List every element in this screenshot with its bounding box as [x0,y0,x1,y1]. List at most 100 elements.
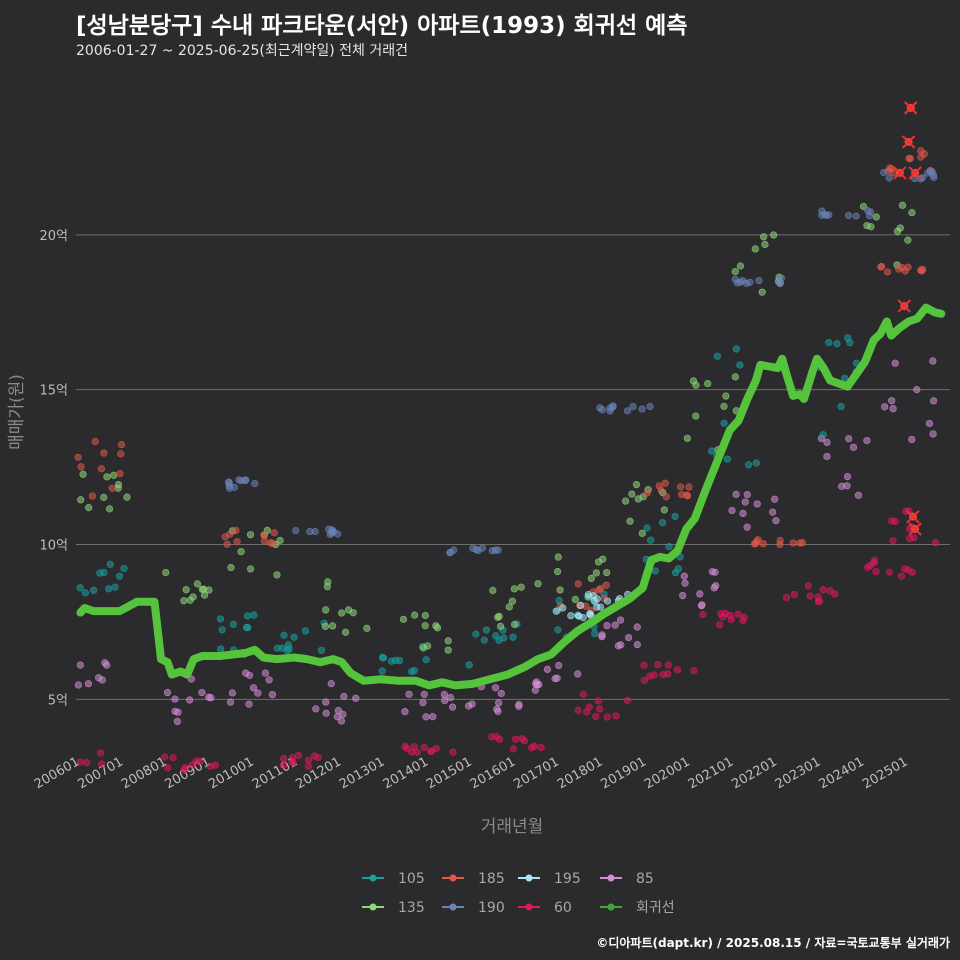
point-190 [478,544,487,552]
point-85 [186,696,194,704]
point-105 [422,656,430,664]
point-135 [626,517,634,525]
point-60 [305,756,313,764]
point-105 [752,459,760,467]
point-60 [640,661,648,669]
point-85 [76,661,84,669]
legend-label: 185 [478,871,505,887]
point-185 [661,479,669,487]
point-185 [117,450,125,458]
point-135 [692,412,700,420]
point-60 [673,666,682,674]
point-185 [74,453,82,461]
point-135 [321,622,330,631]
point-85 [173,717,181,726]
y-axis-title: 매매가(원) [7,374,27,450]
point-135 [363,624,371,632]
point-60 [891,517,899,526]
point-135 [180,597,188,605]
point-135 [628,490,636,498]
x-tick-label: 201701 [511,754,561,792]
point-105 [290,633,298,641]
point-85 [743,523,751,531]
point-135 [411,611,419,619]
point-185 [655,482,663,490]
point-105 [745,461,753,469]
point-85 [465,702,473,710]
point-135 [761,240,769,249]
point-135 [114,484,122,492]
point-135 [432,622,440,630]
point-135 [863,221,871,230]
point-60 [646,672,654,680]
point-185 [643,489,651,497]
point-60 [403,744,411,752]
x-tick-label: 201601 [468,754,518,792]
point-185 [906,154,914,163]
point-105 [732,345,740,353]
point-105 [480,636,488,644]
point-85 [491,684,500,692]
point-105 [825,338,833,347]
point-85 [772,517,780,525]
point-195 [586,610,594,618]
legend-item-195: 195 [518,871,581,887]
x-tick-label: 202001 [642,754,692,792]
point-60 [583,708,591,716]
point-135 [632,480,641,489]
point-185 [268,539,276,548]
point-85 [340,692,348,701]
x-tick-label: 202501 [860,754,910,792]
point-105 [651,567,659,575]
point-195 [593,595,601,603]
point-190 [469,544,477,552]
point-185 [887,165,895,173]
point-85 [739,509,747,518]
point-135 [517,583,525,591]
point-105 [317,646,325,654]
point-60 [294,751,303,760]
point-190 [629,403,637,411]
point-85 [888,397,896,405]
point-195 [552,607,560,615]
point-85 [207,694,215,702]
point-190 [825,211,833,219]
point-190 [880,168,888,177]
point-185 [116,470,124,478]
point-185 [223,540,231,548]
point-105 [408,667,416,676]
point-60 [169,754,177,762]
x-axis-title: 거래년월 [481,817,544,837]
point-195 [574,612,583,620]
point-135 [594,558,603,566]
point-135 [660,506,668,514]
point-190 [739,277,747,285]
point-105 [378,667,386,675]
point-185 [683,491,691,499]
point-85 [449,703,457,711]
point-190 [450,546,458,554]
point-85 [681,579,689,587]
point-60 [596,705,604,713]
point-60 [932,539,940,547]
legend-item-135: 135 [362,900,425,916]
point-60 [790,590,798,599]
point-135 [227,563,235,572]
point-185 [676,483,685,491]
point-135 [736,262,745,270]
point-135 [189,593,197,601]
point-60 [804,582,812,590]
point-105 [846,339,854,347]
point-85 [171,695,179,703]
point-85 [98,676,106,684]
point-85 [245,671,254,679]
point-85 [843,482,851,490]
point-135 [898,201,907,209]
point-85 [440,690,448,699]
point-60 [280,755,288,763]
point-105 [250,611,258,619]
legend-label: 60 [554,900,572,916]
y-axis-ticks: 5억 10억 15억 20억 [39,229,68,709]
point-85 [753,500,761,508]
point-60 [161,753,169,761]
